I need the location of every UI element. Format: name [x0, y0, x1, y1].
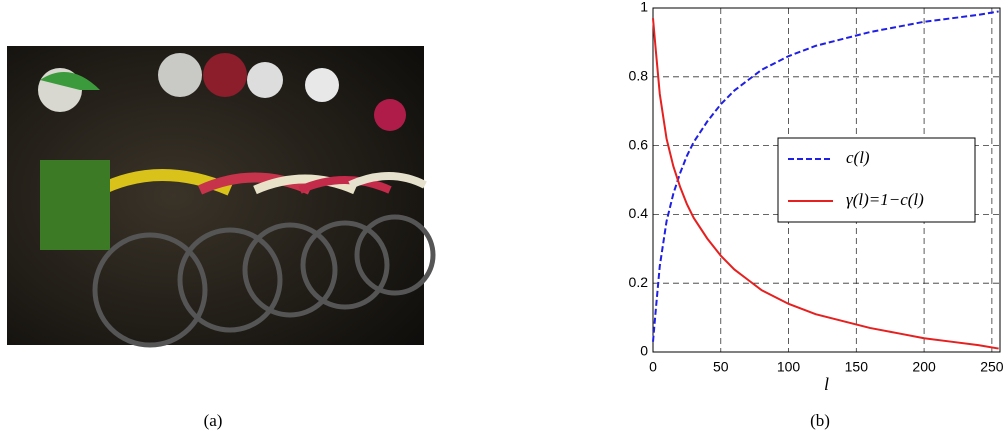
- y-tick-label: 0.6: [629, 136, 649, 152]
- legend-box: [777, 137, 976, 223]
- y-tick-label: 0.4: [629, 205, 649, 221]
- panel-label: (b): [810, 411, 830, 430]
- chart: 0 0.2 0.4 0.6 0.8 1 0 50 100 150 200 250 l c(l) γ(l)=1…: [629, 0, 1004, 394]
- series-line: [652, 10, 999, 342]
- y-tick-label: 1: [640, 0, 648, 15]
- x-tick-label: 100: [777, 359, 801, 375]
- legend-label: c(l): [846, 148, 870, 167]
- x-tick-label: 250: [980, 359, 1004, 375]
- legend-label: γ(l)=1−c(l): [846, 190, 924, 209]
- y-tick-label: 0.8: [629, 68, 649, 84]
- y-tick-label: 0: [640, 343, 648, 359]
- x-tick-label: 150: [845, 359, 869, 375]
- x-tick-label: 50: [713, 359, 729, 375]
- x-axis-label: l: [824, 374, 829, 394]
- x-tick-label: 0: [649, 359, 657, 375]
- series-line: [652, 18, 999, 350]
- x-tick-label: 200: [912, 359, 936, 375]
- panel-label: (a): [204, 411, 223, 430]
- y-tick-label: 0.2: [629, 274, 649, 290]
- plot-frame: [652, 7, 1001, 353]
- photo: [7, 46, 436, 348]
